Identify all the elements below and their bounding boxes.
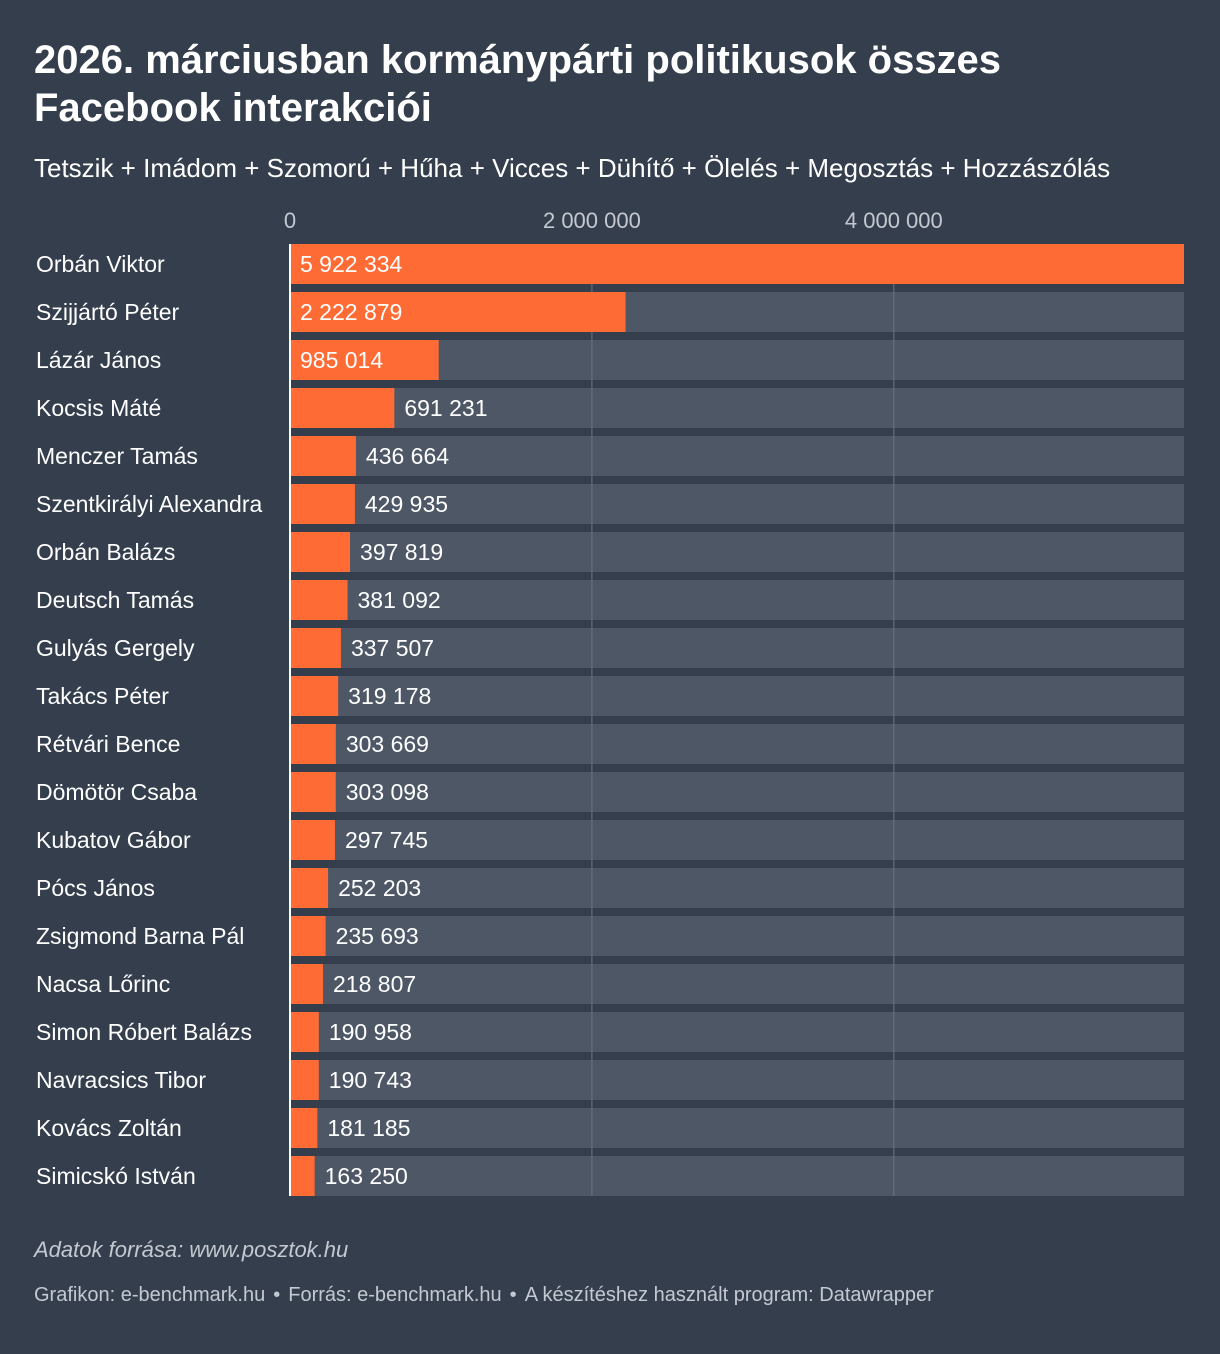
value-label: 2 222 879 — [300, 299, 402, 325]
bar — [290, 868, 329, 908]
category-label: Menczer Tamás — [36, 443, 198, 469]
category-label: Zsigmond Barna Pál — [36, 923, 244, 949]
bar — [290, 1012, 319, 1052]
value-label: 985 014 — [300, 347, 383, 373]
data-source-note: Adatok forrása: www.posztok.hu — [34, 1237, 349, 1262]
bar-track — [290, 1156, 1184, 1196]
bar-chart: 0 2 000 000 4 000 000 Orbán Viktor 5 922 334… — [36, 208, 1184, 1196]
value-label: 190 958 — [329, 1019, 412, 1045]
bar-track — [290, 484, 1184, 524]
category-label: Kocsis Máté — [36, 395, 161, 421]
value-label: 235 693 — [336, 923, 419, 949]
bar-track — [290, 1012, 1184, 1052]
value-label: 691 231 — [404, 395, 487, 421]
bar-track — [290, 868, 1184, 908]
value-label: 190 743 — [329, 1067, 412, 1093]
value-label: 303 669 — [346, 731, 429, 757]
category-label: Kovács Zoltán — [36, 1115, 182, 1141]
bar — [290, 1108, 318, 1148]
bar-track — [290, 724, 1184, 764]
bar — [290, 916, 326, 956]
bar-track — [290, 772, 1184, 812]
category-label: Simon Róbert Balázs — [36, 1019, 252, 1045]
category-label: Simicskó István — [36, 1163, 196, 1189]
bar-track — [290, 676, 1184, 716]
category-label: Orbán Balázs — [36, 539, 175, 565]
footer-source: Forrás: e-benchmark.hu — [288, 1284, 502, 1306]
category-label: Kubatov Gábor — [36, 827, 191, 853]
bar-track — [290, 532, 1184, 572]
bar — [290, 292, 626, 332]
value-label: 163 250 — [325, 1163, 408, 1189]
category-label: Nacsa Lőrinc — [36, 971, 170, 997]
bar-track — [290, 580, 1184, 620]
value-label: 381 092 — [358, 587, 441, 613]
category-label: Szentkirályi Alexandra — [36, 491, 262, 517]
x-tick-label: 4 000 000 — [845, 208, 943, 233]
bar-track — [290, 340, 1184, 380]
category-label: Lázár János — [36, 347, 161, 373]
bar — [290, 724, 336, 764]
value-label: 181 185 — [327, 1115, 410, 1141]
bar-track — [290, 628, 1184, 668]
category-label: Deutsch Tamás — [36, 587, 194, 613]
bar — [290, 676, 339, 716]
bar-track — [290, 820, 1184, 860]
bar — [290, 484, 355, 524]
bar — [290, 436, 356, 476]
bar — [290, 244, 1184, 284]
value-label: 303 098 — [346, 779, 429, 805]
bar — [290, 580, 348, 620]
category-label: Pócs János — [36, 875, 155, 901]
chart-subtitle: Tetszik + Imádom + Szomorú + Hűha + Vicc… — [34, 153, 1111, 183]
value-label: 429 935 — [365, 491, 448, 517]
category-label: Takács Péter — [36, 683, 169, 709]
bar — [290, 1060, 319, 1100]
category-label: Szijjártó Péter — [36, 299, 180, 325]
bar — [290, 820, 335, 860]
bar — [290, 1156, 315, 1196]
bar-track — [290, 916, 1184, 956]
bar — [290, 772, 336, 812]
chart-title: 2026. márciusban kormánypárti politikuso… — [34, 38, 1002, 130]
value-label: 297 745 — [345, 827, 428, 853]
category-label: Navracsics Tibor — [36, 1067, 206, 1093]
category-label: Rétvári Bence — [36, 731, 180, 757]
bar-track — [290, 964, 1184, 1004]
value-label: 436 664 — [366, 443, 449, 469]
category-label: Gulyás Gergely — [36, 635, 195, 661]
category-label: Orbán Viktor — [36, 251, 165, 277]
footer-separator: • — [273, 1284, 281, 1306]
bar — [290, 532, 351, 572]
bar-track — [290, 388, 1184, 428]
value-label: 252 203 — [338, 875, 421, 901]
bar-track — [290, 436, 1184, 476]
x-tick-label: 0 — [284, 208, 296, 233]
bar — [290, 340, 439, 380]
bar — [290, 628, 341, 668]
footer-tool: A készítéshez használt program: Datawrap… — [524, 1284, 934, 1306]
value-label: 5 922 334 — [300, 251, 403, 277]
bar — [290, 964, 324, 1004]
footer-separator: • — [509, 1284, 517, 1306]
bar-track — [290, 1108, 1184, 1148]
value-label: 218 807 — [333, 971, 416, 997]
value-label: 397 819 — [360, 539, 443, 565]
bar-track — [290, 1060, 1184, 1100]
value-label: 337 507 — [351, 635, 434, 661]
category-label: Dömötör Csaba — [36, 779, 197, 805]
x-tick-label: 2 000 000 — [543, 208, 641, 233]
footer: Grafikon: e-benchmark.hu • Forrás: e-bench… — [34, 1284, 934, 1307]
value-label: 319 178 — [348, 683, 431, 709]
bar — [290, 388, 395, 428]
footer-graphic-credit: Grafikon: e-benchmark.hu — [34, 1284, 266, 1306]
